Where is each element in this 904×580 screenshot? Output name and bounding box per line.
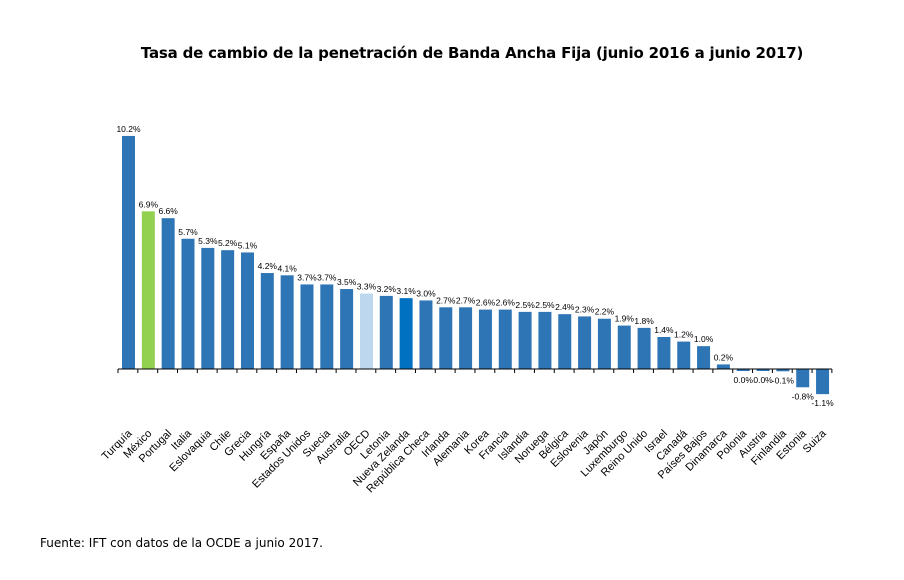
data-label: 5.1% (238, 240, 258, 250)
bar-japón (597, 318, 611, 369)
bar-oecd (359, 293, 373, 369)
bar-portugal (161, 218, 175, 369)
bar-hungría (260, 273, 274, 369)
bar-italia (181, 238, 195, 369)
data-label: 1.8% (634, 316, 654, 326)
data-label: 2.7% (456, 295, 476, 305)
bar-méxico (141, 211, 155, 369)
data-label: 1.0% (694, 334, 714, 344)
data-labels-group: 10.2%6.9%6.6%5.7%5.3% 5.2% 5.1%4.2% 4.1%3.7… (116, 124, 834, 408)
data-label: 3.0% (416, 288, 436, 298)
bar-chile (221, 250, 235, 369)
bar-alemania (459, 307, 473, 369)
chart-title: Tasa de cambio de la penetración de Band… (140, 44, 804, 62)
data-label: 1.4% (654, 325, 674, 335)
bar-irlanda (439, 307, 453, 369)
x-tick-label: Suiza (801, 427, 830, 456)
bar-luxemburgo (617, 325, 631, 369)
data-label: 3.3% (357, 282, 377, 292)
data-label: 3.5% (337, 277, 357, 287)
bar-nueva-zelanda (399, 298, 413, 369)
bar-francia (498, 309, 512, 369)
data-label: 3.7% (317, 272, 337, 282)
bar-estados-unidos (300, 284, 314, 369)
bar-turquía (122, 135, 135, 369)
data-label: 3.7% (297, 272, 317, 282)
bar-canadá (677, 341, 691, 369)
data-label: 2.5% (535, 300, 555, 310)
data-label: 0.0% (753, 375, 773, 385)
bar-islandia (518, 311, 532, 369)
data-label: 6.9% (139, 199, 159, 209)
bar-eslovaquia (201, 247, 215, 369)
data-label: 4.2% (258, 261, 278, 271)
data-label: 5.3% (198, 236, 218, 246)
data-label: 2.4% (555, 302, 575, 312)
source-note: Fuente: IFT con datos de la OCDE a junio… (40, 536, 323, 550)
x-axis (117, 368, 833, 373)
data-label: 2.3% (575, 304, 595, 314)
data-label: -0.8% (792, 391, 815, 401)
data-label: 5.7% (178, 227, 198, 237)
x-tick-labels-group: TurquíaMéxicoPortugalItaliaEslovaquiaChi… (100, 427, 830, 495)
bar-korea (478, 309, 492, 369)
bar-países-bajos (697, 346, 711, 369)
bar-noruega (538, 311, 552, 369)
bar-suecia (320, 284, 334, 369)
bar-bélgica (558, 314, 572, 369)
bar-dinamarca (716, 364, 730, 369)
bar-españa (280, 275, 294, 369)
data-label: 0.2% (714, 352, 734, 362)
data-label: 2.6% (476, 298, 496, 308)
bar-reino-unido (637, 327, 651, 369)
data-label: 10.2% (116, 124, 141, 134)
data-label: 3.1% (396, 286, 416, 296)
bar-estonia (796, 369, 810, 388)
data-label: 1.9% (615, 314, 635, 324)
data-label: 6.6% (158, 206, 178, 216)
data-label: 5.2% (218, 238, 238, 248)
bar-grecia (240, 252, 254, 369)
data-label: 4.1% (277, 263, 297, 273)
bar-república-checa (419, 300, 433, 369)
bar-letonia (379, 295, 393, 369)
data-label: 2.7% (436, 295, 456, 305)
data-label: 3.2% (377, 284, 397, 294)
data-label: -0.1% (772, 375, 795, 385)
bar-israel (657, 337, 671, 369)
bar-polonia (736, 369, 750, 371)
data-label: -1.1% (811, 398, 834, 408)
bar-austria (756, 369, 770, 371)
data-label: 0.0% (734, 375, 754, 385)
data-label: 2.6% (496, 298, 516, 308)
bar-suiza (816, 369, 830, 395)
bar-finlandia (776, 369, 790, 372)
data-label: 2.2% (595, 307, 615, 317)
bar-eslovenia (578, 316, 592, 369)
data-label: 2.5% (515, 300, 535, 310)
bar-australia (340, 289, 354, 369)
bars-group (122, 135, 830, 395)
data-label: 1.2% (674, 330, 694, 340)
